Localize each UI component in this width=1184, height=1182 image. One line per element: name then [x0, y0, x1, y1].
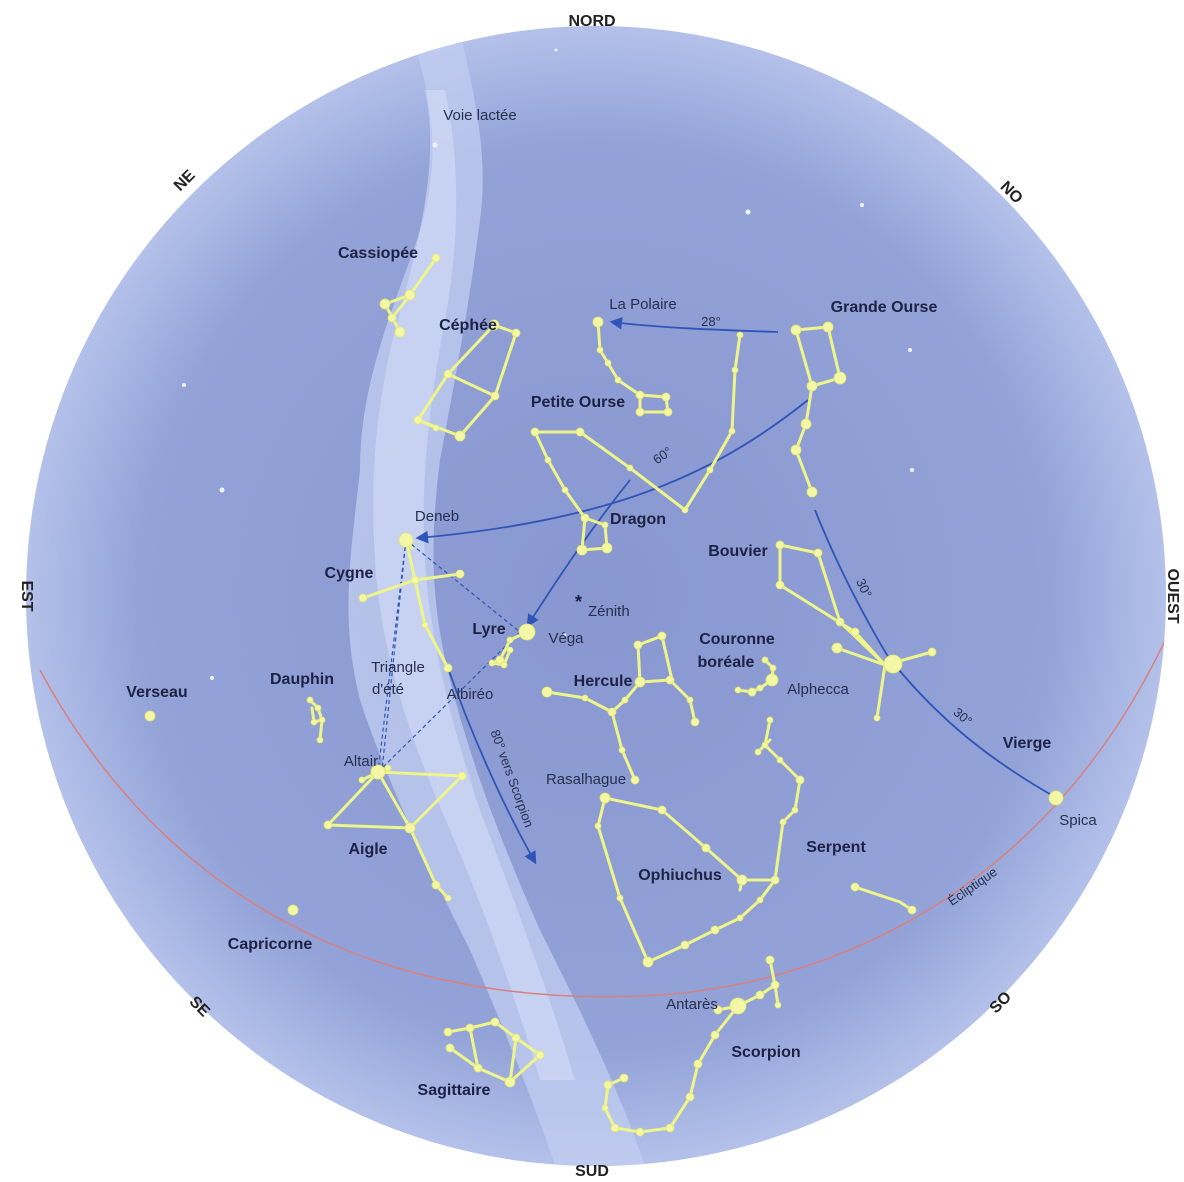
label-polaire: La Polaire: [609, 296, 677, 313]
label-petite-ourse: Petite Ourse: [531, 394, 625, 411]
polaire-star: [592, 316, 604, 328]
label-bouvier: Bouvier: [708, 543, 768, 560]
label-spica: Spica: [1059, 812, 1097, 829]
label-cygne: Cygne: [325, 565, 374, 582]
label-lyre: Lyre: [472, 621, 505, 638]
label-ouest: OUEST: [1164, 568, 1181, 623]
albireo-star: [443, 663, 453, 673]
label-zenith: Zénith: [588, 603, 630, 620]
spica-pointer: [894, 664, 1056, 798]
zenith-marker: *: [575, 592, 582, 612]
cygne-lines: [404, 538, 450, 670]
scorpion-pointer: [447, 667, 537, 865]
label-albireo: Albiréo: [447, 686, 494, 703]
label-verseau: Verseau: [126, 684, 187, 701]
polaire-pointer: [609, 316, 779, 333]
deneb-star: [398, 532, 414, 548]
label-serpent: Serpent: [806, 839, 866, 856]
altair-star: [370, 764, 386, 780]
label-dragon: Dragon: [610, 511, 666, 528]
label-triangle-2: d'été: [372, 681, 404, 698]
sky-disc: [26, 26, 1166, 1166]
spica-star: [1048, 790, 1064, 806]
label-vega: Véga: [548, 630, 584, 647]
arcturus-star: [883, 654, 903, 674]
label-triangle-1: Triangle: [371, 659, 425, 676]
label-altair: Altair: [344, 753, 378, 770]
label-vierge: Vierge: [1003, 735, 1052, 752]
vega-pointer: [526, 479, 631, 628]
label-ophiuchus: Ophiuchus: [638, 867, 722, 884]
label-aigle: Aigle: [348, 841, 387, 858]
label-est: EST: [18, 580, 35, 611]
rasalhague-star: [630, 775, 640, 785]
summer-triangle: [377, 539, 521, 773]
label-ne: NE: [171, 167, 199, 195]
label-couronne-2: boréale: [698, 654, 755, 671]
stars-layer: [144, 253, 1064, 1137]
label-antares: Antarès: [666, 996, 718, 1013]
label-rasalhague: Rasalhague: [546, 771, 626, 788]
label-alphecca: Alphecca: [787, 681, 849, 698]
label-sagittaire: Sagittaire: [418, 1082, 491, 1099]
milky-way-band-inner: [373, 90, 575, 1080]
label-cassiopee: Cassiopée: [338, 245, 418, 262]
arcturus-pointer: [814, 509, 891, 661]
label-deneb: Deneb: [415, 508, 459, 525]
ecliptic-line: [39, 629, 1166, 998]
label-scorpion: Scorpion: [731, 1044, 800, 1061]
label-sud: SUD: [575, 1163, 609, 1180]
antares-star: [729, 997, 747, 1015]
label-couronne-1: Couronne: [699, 631, 775, 648]
vierge-lines: [853, 885, 914, 912]
label-dauphin: Dauphin: [270, 671, 334, 688]
label-cephee: Céphée: [439, 317, 497, 334]
label-hercule: Hercule: [574, 673, 633, 690]
alphecca-star: [765, 673, 779, 687]
label-capricorne: Capricorne: [228, 936, 313, 953]
dragon-lines: [533, 333, 742, 552]
hercule-lines: [545, 678, 697, 724]
label-nord: NORD: [568, 13, 615, 30]
label-grande-ourse: Grande Ourse: [831, 299, 938, 316]
vega-star: [518, 623, 536, 641]
label-angle-28: 28°: [701, 314, 721, 329]
label-milky-way: Voie lactée: [443, 107, 516, 124]
background-stars: [182, 48, 914, 680]
